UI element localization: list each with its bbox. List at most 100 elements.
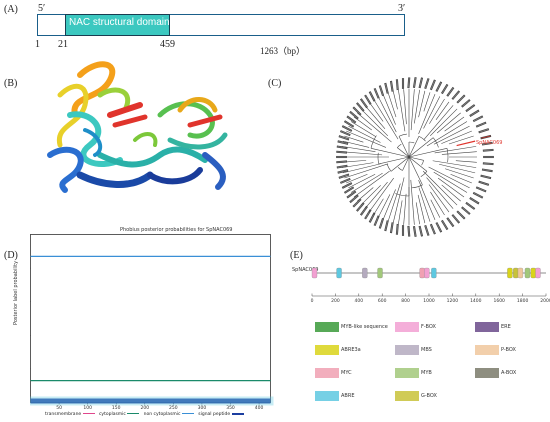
tree-branch [382,94,396,125]
tree-branch [360,185,381,206]
panel-label-b: (B) [4,78,18,89]
tree-branch [387,183,401,222]
legend-item: MYC [315,368,391,384]
position-1: 1 [35,39,40,50]
legend-swatch [395,391,419,401]
tree-branch [353,170,390,198]
tree-tip-label [446,86,455,97]
promoter-element [530,267,536,279]
x-tick-label: 150 [112,405,121,410]
tree-branch [408,136,420,158]
tree-tip-label [451,90,461,100]
tree-branch [418,187,431,222]
tree-tip-label [446,217,455,228]
legend-swatch [395,345,419,355]
tree-tip-label [469,109,480,117]
tree-tip-label [349,110,359,120]
tree-tip-label [384,220,389,232]
tree-tip-label [368,91,376,102]
phobius-legend: transmembrane cytoplasmic non cytoplasmi… [45,412,244,420]
promoter-element [424,267,430,279]
tree-tip-label [359,98,368,109]
tree-tip-label [352,198,362,208]
promoter-element [535,267,541,279]
tree-tip-label [401,78,405,89]
x-tick-label: 100 [83,405,92,410]
legend-label: ABRE [341,393,355,399]
tree-tip-label [435,81,443,92]
legend-label: MYC [341,370,352,376]
tree-branch [370,148,410,158]
tree-branch [344,163,389,179]
tree-tip-label [461,99,471,108]
tree-tip-label [412,226,417,237]
x-tick-label: 250 [169,405,178,410]
tree-tip-label [440,83,449,95]
panel-label-e: (E) [290,250,303,261]
tree-tip-label [378,217,385,229]
tree-tip-label [482,162,494,166]
legend-transmembrane: transmembrane [45,412,95,417]
legend-swatch [315,391,339,401]
legend-item: P-BOX [475,345,550,361]
legend-item: G-BOX [395,391,471,407]
tree-branch [364,181,388,209]
tree-branch [444,116,465,132]
tree-branch [430,199,441,218]
legend-item: MBS [395,345,471,361]
tree-branch [433,171,468,193]
tree-tip-label [472,115,484,123]
legend-non-cytoplasmic: non cytoplasmic [144,412,194,417]
tree-tip-label [461,206,471,215]
tree-tip-label [395,223,399,235]
gene-length: 1263（bp） [260,46,306,56]
tree-tip-label [465,104,476,113]
tree-tip-label [339,177,351,184]
tree-tip-label [456,210,466,220]
tree-tip-label [336,145,348,150]
tree-tip-label [336,160,348,164]
axis-tick-label: 600 [378,298,387,304]
tree-tip-label [478,180,490,186]
legend-item: MYB-like sequence [315,322,391,338]
tree-tip-label [472,191,484,199]
legend-item: MYB [395,368,471,384]
tree-tip-label [346,115,357,124]
legend-swatch [315,322,339,332]
tree-tip-label [418,225,424,237]
tree-tip-label [341,182,353,189]
tree-branch [390,156,410,172]
legend-swatch [395,368,419,378]
promoter-element [507,267,513,279]
tree-branch [387,92,397,118]
tree-tip-label [480,174,492,180]
tree-branch [398,200,403,225]
tree-branch [410,179,415,225]
tree-branch [428,166,470,189]
legend-swatch [315,345,339,355]
tree-tip-label [429,223,436,235]
legend-label: F-BOX [421,324,436,330]
three-prime-end: 3′ [398,3,406,14]
tree-tip-label [338,173,350,179]
legend-label: P-BOX [501,347,516,353]
legend-item: F-BOX [395,322,471,338]
x-tick-label: 400 [255,405,264,410]
legend-label: G-BOX [421,393,437,399]
protein-3d-structure [47,61,228,193]
nac-domain-box [65,14,170,36]
panel-label-c: (C) [268,78,282,89]
tree-branch [392,177,405,224]
tree-branch [456,140,476,147]
axis-tick-label: 200 [331,298,340,304]
tree-tip-label [401,225,405,236]
tree-tip-label [440,219,449,231]
tree-tip-label [349,194,359,204]
tree-arc [408,141,415,144]
tree-tip-label [475,121,487,128]
position-21: 21 [58,39,68,50]
tree-arc [433,137,439,148]
tree-branch [418,94,436,135]
phobius-plot: 50 100 150 200 250 300 350 400 [30,234,274,410]
legend-item: ABRE [315,391,391,407]
